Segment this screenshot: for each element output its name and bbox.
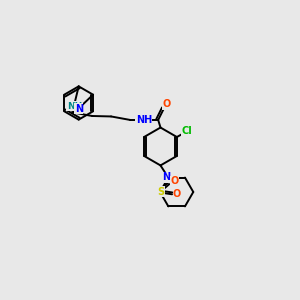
Text: N: N (162, 172, 171, 182)
Text: NH: NH (136, 115, 152, 125)
Text: Cl: Cl (182, 126, 193, 136)
Text: O: O (173, 189, 181, 199)
Text: S: S (158, 187, 165, 197)
Text: O: O (162, 99, 170, 110)
Text: NH: NH (67, 102, 82, 111)
Text: N: N (75, 104, 83, 114)
Text: O: O (171, 176, 179, 186)
